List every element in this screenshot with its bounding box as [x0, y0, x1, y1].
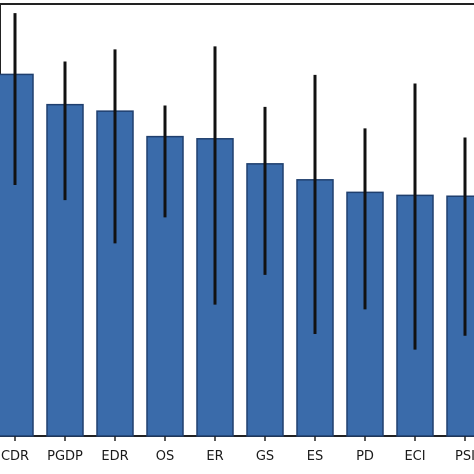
x-tick-label-os: OS — [156, 449, 174, 464]
x-tick-label-cdr: CDR — [1, 449, 29, 464]
x-ticks-group — [14, 436, 466, 441]
x-tick-label-es: ES — [307, 449, 323, 464]
x-tick-label-er: ER — [206, 449, 223, 464]
x-tick-label-eci: ECI — [404, 449, 425, 464]
x-tick-label-edr: EDR — [101, 449, 128, 464]
bars-group — [0, 73, 474, 437]
x-tick-label-pgdp: PGDP — [47, 449, 83, 464]
x-tick-label-psi: PSI — [455, 449, 474, 464]
x-tick-label-gs: GS — [256, 449, 274, 464]
x-tick-labels-group: CDR PGDP EDR OS ER GS ES PD ECI PSI — [1, 449, 474, 464]
error-bars-group — [13, 13, 467, 350]
bar-psi — [446, 195, 474, 437]
x-tick-label-pd: PD — [356, 449, 374, 464]
